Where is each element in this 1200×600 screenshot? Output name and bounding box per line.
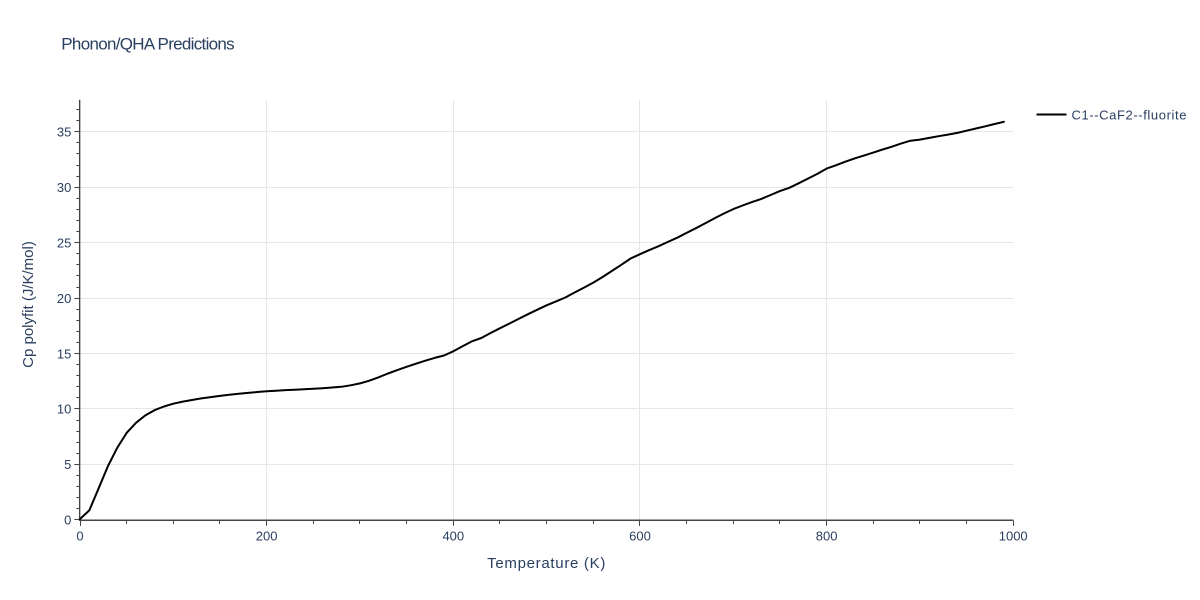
svg-text:20: 20 xyxy=(57,291,71,306)
svg-text:25: 25 xyxy=(57,235,71,250)
svg-text:30: 30 xyxy=(57,180,71,195)
svg-text:0: 0 xyxy=(76,528,83,543)
svg-text:1000: 1000 xyxy=(999,528,1028,543)
svg-text:Temperature (K): Temperature (K) xyxy=(487,555,606,572)
svg-text:800: 800 xyxy=(816,528,838,543)
svg-text:Phonon/QHA Predictions: Phonon/QHA Predictions xyxy=(61,34,234,53)
svg-text:35: 35 xyxy=(57,125,71,140)
svg-text:10: 10 xyxy=(57,402,71,417)
svg-text:600: 600 xyxy=(629,528,651,543)
svg-text:0: 0 xyxy=(64,513,71,528)
svg-text:C1--CaF2--fluorite: C1--CaF2--fluorite xyxy=(1072,107,1188,122)
svg-text:15: 15 xyxy=(57,346,71,361)
svg-text:400: 400 xyxy=(442,528,464,543)
svg-text:Cp polyfit (J/K/mol): Cp polyfit (J/K/mol) xyxy=(20,241,37,368)
svg-text:200: 200 xyxy=(256,528,278,543)
svg-text:5: 5 xyxy=(64,457,71,472)
